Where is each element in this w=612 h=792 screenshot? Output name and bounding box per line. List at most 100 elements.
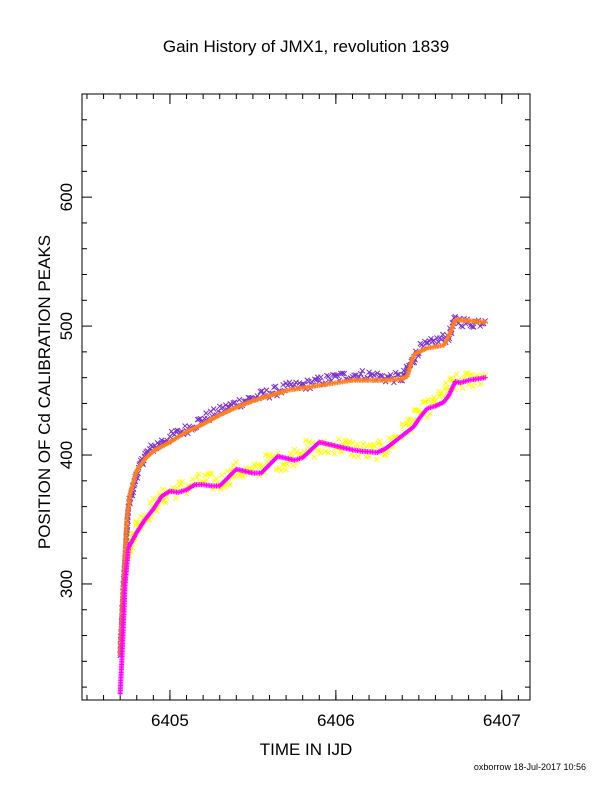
data-point [352,372,359,378]
data-point [201,472,208,479]
data-point [421,399,428,405]
data-point [366,369,372,376]
data-point [174,427,181,434]
data-point [396,371,402,378]
y-tick-label: 500 [57,312,76,340]
data-point [173,495,179,502]
data-point [317,374,324,381]
footer-stamp: oxborrow 18-Jul-2017 10:56 [474,762,586,772]
data-point [317,450,324,456]
data-point [467,322,474,329]
data-point [428,400,435,406]
data-point [233,459,240,466]
data-point [162,500,169,506]
data-point [431,394,437,401]
data-point [404,417,411,423]
data-point [147,500,154,506]
data-point [462,370,469,377]
data-point [173,427,179,434]
data-point [374,370,381,377]
data-point [138,513,144,520]
data-point [359,368,366,374]
data-point [216,403,223,410]
x-tick-label: 6406 [317,711,355,730]
data-point [339,370,346,377]
data-point [272,383,279,390]
data-point [415,407,422,414]
data-point [266,451,273,458]
data-point [236,396,243,403]
y-axis-label: POSITION OF Cd CALIBRATION PEAKS [35,235,54,549]
data-points [117,313,489,697]
data-point [159,486,166,493]
data-point [394,371,401,378]
data-point [203,477,210,484]
data-point [357,370,364,377]
data-point [464,370,470,376]
data-point [189,476,196,483]
data-point [334,372,341,379]
data-point [219,472,226,479]
data-point [371,372,377,378]
data-point [467,371,473,378]
x-axis-label: TIME IN IJD [260,740,353,759]
data-point [346,438,353,445]
data-point [439,331,446,338]
data-point [351,453,357,459]
data-point [459,385,466,392]
data-point [283,466,289,473]
y-ticks: 300 400 500 600 [57,93,530,688]
data-point [477,381,484,387]
data-point [482,375,488,381]
data-point [331,450,338,457]
data-point [427,410,433,417]
y-tick-label: 600 [57,183,76,211]
data-point [231,399,238,406]
data-point [336,436,342,443]
data-point [194,474,200,481]
y-tick-label: 300 [57,570,76,598]
data-point [252,463,259,470]
data-point [387,371,394,378]
data-point [354,441,360,448]
data-point [195,471,202,478]
y-tick-label: 400 [57,441,76,469]
data-point [470,324,477,330]
data-point [208,470,215,477]
data-point [224,468,231,475]
chart-title: Gain History of JMX1, revolution 1839 [163,37,449,56]
data-point [348,451,354,458]
data-point [458,323,465,329]
data-point [355,453,362,460]
x-tick-label: 6405 [151,711,189,730]
data-point [171,431,178,438]
data-point [423,339,430,346]
data-point [470,383,476,390]
data-point [428,335,434,342]
plot-frame [81,93,531,701]
data-point [322,448,329,455]
data-point [311,454,318,461]
data-point [280,381,286,388]
data-point [469,323,475,330]
data-point [325,373,332,380]
data-point [360,441,366,447]
x-ticks: 6405 6406 6407 [86,94,521,730]
data-point [311,376,318,383]
data-point [424,414,430,421]
data-point [259,388,265,394]
data-point [284,382,291,389]
data-point [468,371,475,378]
data-point [219,404,226,411]
data-point [203,410,209,416]
data-point [474,372,481,379]
data-point [210,406,217,412]
x-tick-label: 6407 [483,711,521,730]
data-point [303,437,309,444]
data-point [341,370,348,377]
data-point [314,447,321,454]
data-point [206,470,213,477]
data-point [313,377,320,383]
data-point [373,456,380,463]
